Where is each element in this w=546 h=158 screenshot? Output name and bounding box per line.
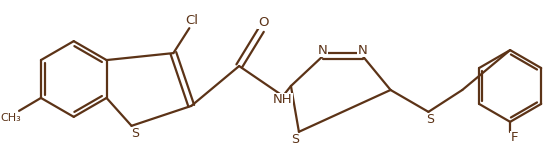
Text: Cl: Cl [185,14,198,27]
Text: F: F [511,131,518,144]
Text: NH: NH [273,93,293,106]
Text: N: N [318,44,328,57]
Text: S: S [426,113,435,126]
Text: CH₃: CH₃ [1,113,21,123]
Text: S: S [132,127,140,140]
Text: N: N [358,44,367,57]
Text: S: S [291,133,299,146]
Text: O: O [258,16,268,29]
